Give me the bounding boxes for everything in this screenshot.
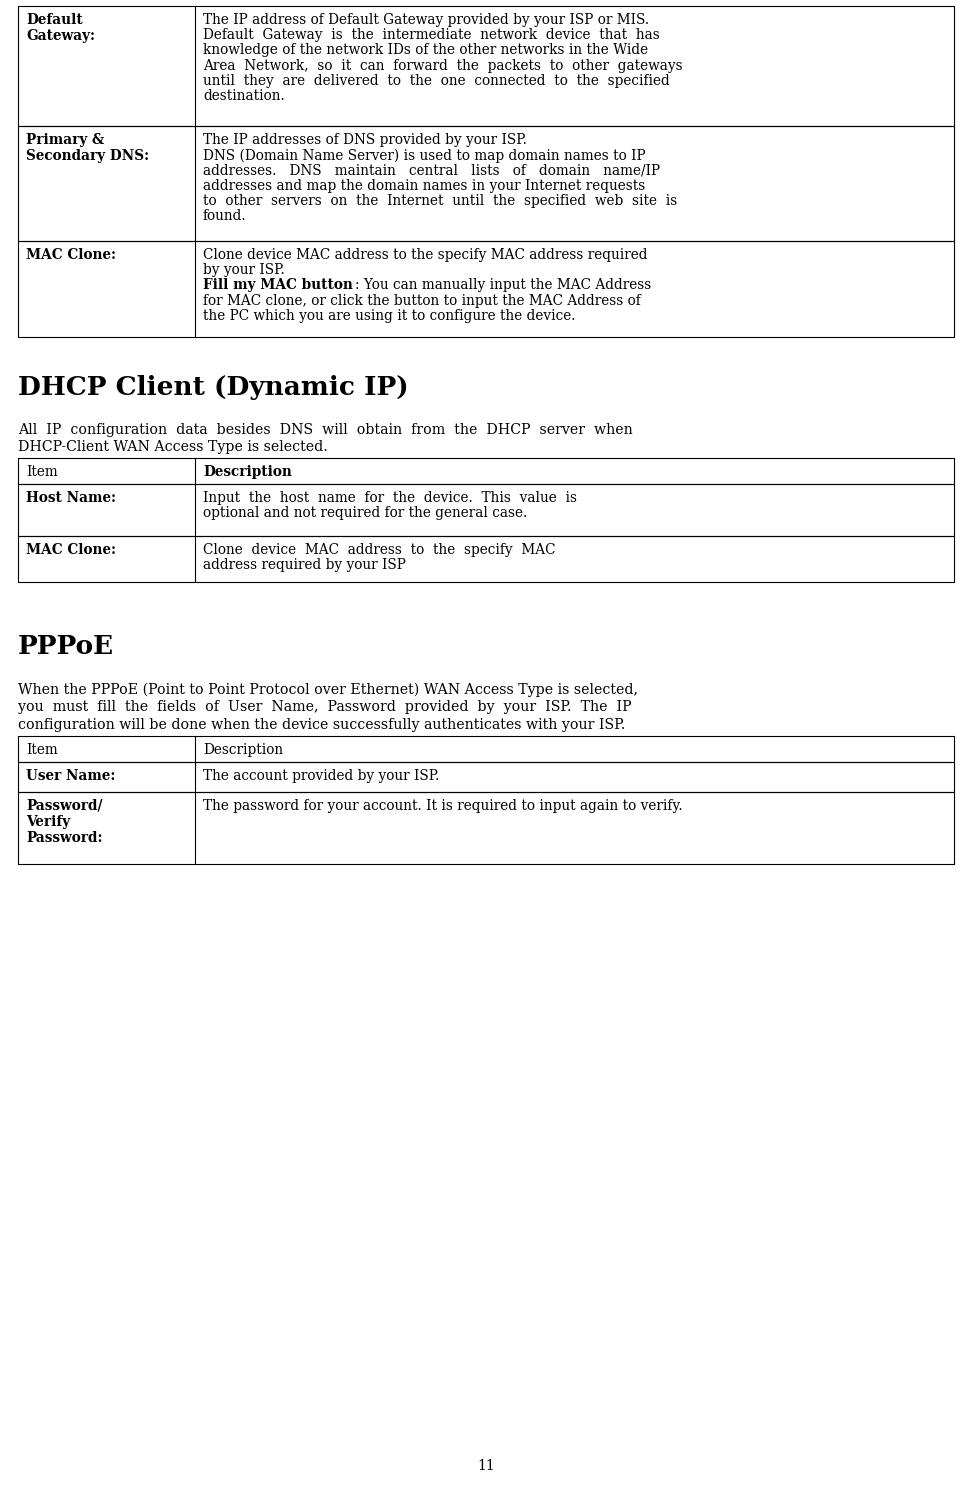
Text: Item: Item: [26, 743, 57, 756]
Text: User Name:: User Name:: [26, 768, 116, 782]
Text: Fill my MAC button: Fill my MAC button: [203, 278, 353, 293]
Text: to  other  servers  on  the  Internet  until  the  specified  web  site  is: to other servers on the Internet until t…: [203, 194, 677, 208]
Text: Description: Description: [203, 743, 283, 756]
Text: Clone device MAC address to the specify MAC address required: Clone device MAC address to the specify …: [203, 248, 647, 262]
Text: DHCP-Client WAN Access Type is selected.: DHCP-Client WAN Access Type is selected.: [18, 440, 328, 454]
Text: MAC Clone:: MAC Clone:: [26, 543, 116, 558]
Text: Password/
Verify
Password:: Password/ Verify Password:: [26, 798, 102, 845]
Text: the PC which you are using it to configure the device.: the PC which you are using it to configu…: [203, 309, 575, 323]
Text: Primary &
Secondary DNS:: Primary & Secondary DNS:: [26, 133, 149, 163]
Text: Item: Item: [26, 465, 57, 480]
Text: addresses and map the domain names in your Internet requests: addresses and map the domain names in yo…: [203, 178, 645, 193]
Text: All  IP  configuration  data  besides  DNS  will  obtain  from  the  DHCP  serve: All IP configuration data besides DNS wi…: [18, 423, 633, 437]
Text: Area  Network,  so  it  can  forward  the  packets  to  other  gateways: Area Network, so it can forward the pack…: [203, 58, 682, 73]
Text: Clone  device  MAC  address  to  the  specify  MAC: Clone device MAC address to the specify …: [203, 543, 556, 558]
Text: knowledge of the network IDs of the other networks in the Wide: knowledge of the network IDs of the othe…: [203, 43, 648, 57]
Text: Description: Description: [203, 465, 292, 480]
Text: addresses.   DNS   maintain   central   lists   of   domain   name/IP: addresses. DNS maintain central lists of…: [203, 163, 660, 178]
Text: PPPoE: PPPoE: [18, 634, 114, 659]
Text: The account provided by your ISP.: The account provided by your ISP.: [203, 768, 439, 782]
Text: : You can manually input the MAC Address: : You can manually input the MAC Address: [355, 278, 651, 293]
Text: optional and not required for the general case.: optional and not required for the genera…: [203, 507, 527, 520]
Text: configuration will be done when the device successfully authenticates with your : configuration will be done when the devi…: [18, 718, 625, 731]
Text: When the PPPoE (Point to Point Protocol over Ethernet) WAN Access Type is select: When the PPPoE (Point to Point Protocol …: [18, 682, 638, 697]
Text: address required by your ISP: address required by your ISP: [203, 559, 406, 573]
Text: for MAC clone, or click the button to input the MAC Address of: for MAC clone, or click the button to in…: [203, 293, 641, 308]
Text: Input  the  host  name  for  the  device.  This  value  is: Input the host name for the device. This…: [203, 492, 577, 505]
Text: The IP addresses of DNS provided by your ISP.: The IP addresses of DNS provided by your…: [203, 133, 527, 147]
Text: Default
Gateway:: Default Gateway:: [26, 13, 95, 43]
Text: DNS (Domain Name Server) is used to map domain names to IP: DNS (Domain Name Server) is used to map …: [203, 148, 645, 163]
Text: by your ISP.: by your ISP.: [203, 263, 285, 277]
Text: Host Name:: Host Name:: [26, 492, 116, 505]
Text: you  must  fill  the  fields  of  User  Name,  Password  provided  by  your  ISP: you must fill the fields of User Name, P…: [18, 700, 632, 715]
Text: found.: found.: [203, 209, 247, 223]
Text: The IP address of Default Gateway provided by your ISP or MIS.: The IP address of Default Gateway provid…: [203, 13, 649, 27]
Text: 11: 11: [477, 1459, 495, 1473]
Text: The password for your account. It is required to input again to verify.: The password for your account. It is req…: [203, 798, 682, 813]
Text: DHCP Client (Dynamic IP): DHCP Client (Dynamic IP): [18, 375, 408, 401]
Text: until  they  are  delivered  to  the  one  connected  to  the  specified: until they are delivered to the one conn…: [203, 73, 670, 88]
Text: destination.: destination.: [203, 90, 285, 103]
Text: MAC Clone:: MAC Clone:: [26, 248, 116, 262]
Text: Default  Gateway  is  the  intermediate  network  device  that  has: Default Gateway is the intermediate netw…: [203, 28, 660, 42]
